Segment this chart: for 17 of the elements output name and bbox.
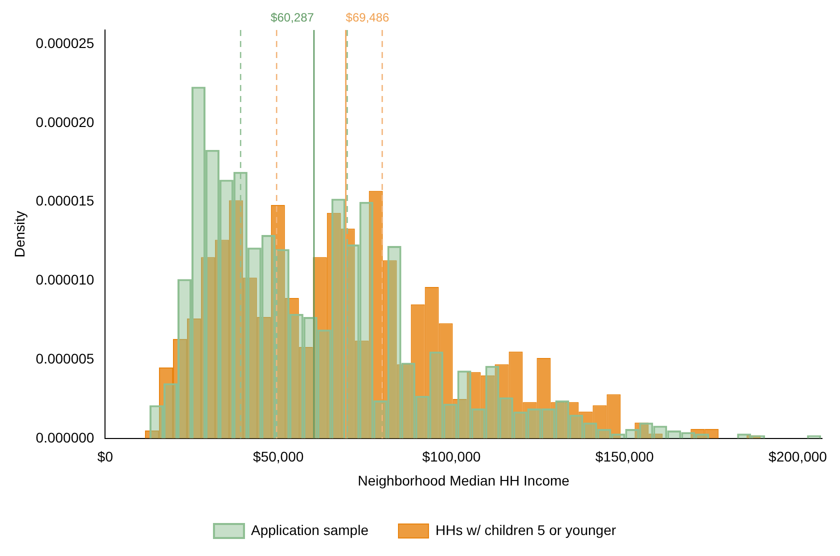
y-tick-label: 0.000005 (36, 350, 94, 366)
ref-line-label: $69,486 (346, 10, 390, 24)
y-tick-label: 0.000010 (36, 272, 94, 288)
x-tick-label: $0 (97, 448, 114, 465)
legend-label: HHs w/ children 5 or younger (435, 522, 616, 538)
x-tick-label: $200,000 (768, 448, 828, 465)
x-axis-title: Neighborhood Median HH Income (358, 472, 570, 488)
x-tick-label: $100,000 (422, 448, 481, 465)
y-tick-label: 0.000025 (36, 35, 94, 52)
y-tick-label: 0.000015 (36, 192, 94, 209)
y-tick-label: 0.000020 (36, 114, 94, 130)
x-tick-label: $50,000 (253, 448, 304, 465)
ref-line-label: $60,287 (270, 10, 314, 24)
y-tick-label: 0.000000 (36, 429, 94, 446)
x-tick-label: $150,000 (595, 448, 654, 465)
legend-label: Application sample (250, 522, 369, 538)
y-axis-title: Density (11, 210, 28, 258)
